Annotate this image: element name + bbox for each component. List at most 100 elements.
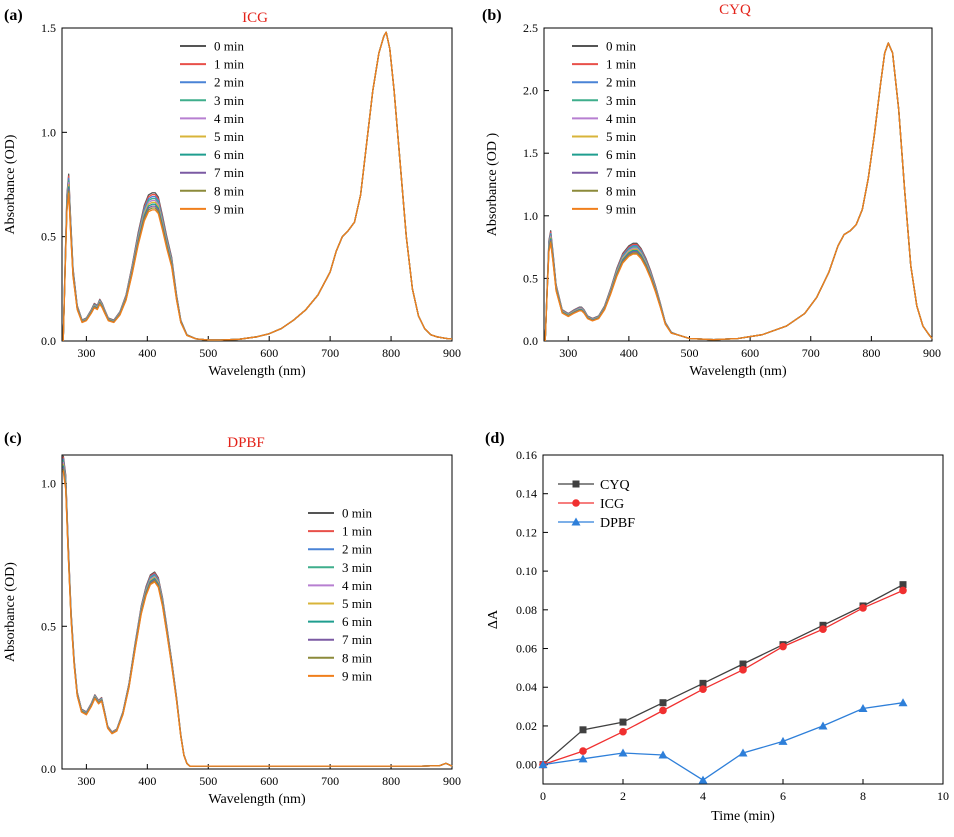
series-line — [542, 584, 904, 766]
series-line — [544, 42, 933, 342]
legend-label: 0 min — [606, 39, 636, 54]
panel-c-plot: 300 400 500 600 700 800 900 0.0 0.5 1.0 Wavelength… — [3, 454, 461, 807]
data-point — [699, 685, 707, 693]
x-tick-label: 900 — [443, 346, 461, 360]
legend-label: 6 min — [214, 147, 244, 162]
legend-marker — [572, 499, 580, 507]
y-tick-label: 0.02 — [516, 719, 537, 733]
legend-label: 5 min — [606, 129, 636, 144]
legend-label: 6 min — [342, 614, 372, 629]
x-axis-title: Wavelength (nm) — [208, 364, 306, 379]
series-line — [544, 42, 933, 342]
legend-label: CYQ — [600, 478, 630, 493]
plot-frame — [542, 454, 944, 785]
data-point — [699, 679, 707, 687]
panel-d-plot: 0 2 4 6 8 10 0.00 0.02 0.04 0.06 0.08 0.10 0.12 0.14 0… — [486, 448, 949, 824]
data-point — [698, 775, 708, 784]
series-line — [62, 467, 453, 767]
data-point — [778, 736, 788, 745]
series-line — [544, 42, 933, 342]
legend-marker — [571, 517, 581, 526]
series-line — [62, 31, 452, 342]
y-tick-label: 0.00 — [516, 758, 537, 772]
series-line — [62, 31, 452, 342]
y-tick-label: 2.5 — [523, 21, 538, 35]
x-tick-label: 400 — [138, 346, 156, 360]
data-point — [618, 748, 628, 757]
series-line — [62, 31, 452, 342]
data-point — [659, 706, 667, 715]
x-axis-title: Time (min) — [711, 809, 775, 824]
legend-label: 1 min — [342, 524, 372, 539]
y-tick-label: 0.14 — [516, 487, 537, 501]
legend-label: 9 min — [606, 201, 636, 216]
y-tick-label: 0.5 — [523, 271, 538, 285]
y-tick-label: 0.16 — [516, 448, 537, 462]
y-tick-label: 0.5 — [41, 619, 56, 633]
y-tick-label: 0.10 — [516, 564, 537, 578]
y-tick-label: 0.0 — [41, 762, 56, 776]
legend-label: 5 min — [342, 596, 372, 611]
data-point — [739, 660, 747, 668]
plot-frame — [61, 454, 453, 770]
legend-label: 8 min — [606, 183, 636, 198]
data-point — [579, 747, 587, 755]
legend-label: 3 min — [606, 93, 636, 108]
legend-label: 9 min — [214, 201, 244, 216]
x-tick-label: 2 — [620, 789, 626, 803]
y-axis-title: Absorbance (OD) — [3, 562, 18, 662]
y-tick-label: 1.5 — [523, 146, 538, 160]
x-tick-label: 600 — [260, 774, 278, 788]
data-point — [779, 642, 787, 651]
legend-label: 4 min — [214, 111, 244, 126]
panel-c-title: DPBF — [227, 435, 265, 451]
x-axis-title: Wavelength (nm) — [208, 792, 306, 807]
x-tick-label: 900 — [443, 774, 461, 788]
legend-label: 8 min — [214, 183, 244, 198]
legend-label: 4 min — [606, 111, 636, 126]
x-tick-label: 700 — [321, 346, 339, 360]
y-axis-title: ΔA — [486, 609, 501, 629]
data-point — [619, 727, 627, 736]
legend-label: 9 min — [342, 668, 372, 683]
data-point — [739, 666, 747, 674]
series-line — [62, 470, 453, 767]
legend-label: 0 min — [214, 39, 244, 54]
legend-label: 1 min — [606, 57, 636, 72]
legend-label: 7 min — [214, 165, 244, 180]
x-tick-label: 8 — [860, 789, 866, 803]
x-tick-label: 10 — [937, 789, 949, 803]
data-point — [659, 699, 667, 707]
x-tick-label: 300 — [77, 774, 95, 788]
series-line — [62, 31, 452, 342]
data-point — [858, 704, 868, 713]
plot-frame — [61, 27, 453, 342]
series-line — [62, 468, 453, 767]
data-point — [818, 721, 828, 730]
legend-label: 6 min — [606, 147, 636, 162]
x-tick-label: 500 — [199, 346, 217, 360]
series-line — [62, 31, 452, 342]
data-point — [538, 760, 548, 769]
series-line — [544, 42, 933, 342]
y-tick-label: 1.5 — [41, 21, 56, 35]
series-line — [62, 31, 452, 342]
legend-label: 5 min — [214, 129, 244, 144]
panel-c-label: (c) — [4, 430, 22, 447]
data-point — [859, 604, 867, 612]
series-line — [544, 42, 933, 342]
legend-label: 7 min — [606, 165, 636, 180]
data-point — [899, 581, 907, 589]
y-tick-label: 0.04 — [516, 680, 537, 694]
data-point — [619, 718, 627, 726]
panel-a-title: ICG — [242, 10, 268, 26]
x-tick-label: 600 — [741, 346, 759, 360]
series-line — [544, 42, 933, 342]
panel-b-plot: 300 400 500 600 700 800 900 0.0 0.5 1.0 1.5 2.0 2.5 W… — [485, 21, 941, 379]
series-line — [62, 465, 453, 767]
plot-frame — [543, 27, 933, 342]
panel-a-plot: 300 400 500 600 700 800 900 0.0 0.5 1.0 1.5 Wavelen… — [3, 21, 461, 379]
data-point — [819, 625, 827, 633]
panel-a-label: (a) — [4, 7, 23, 24]
legend-label: 3 min — [342, 560, 372, 575]
